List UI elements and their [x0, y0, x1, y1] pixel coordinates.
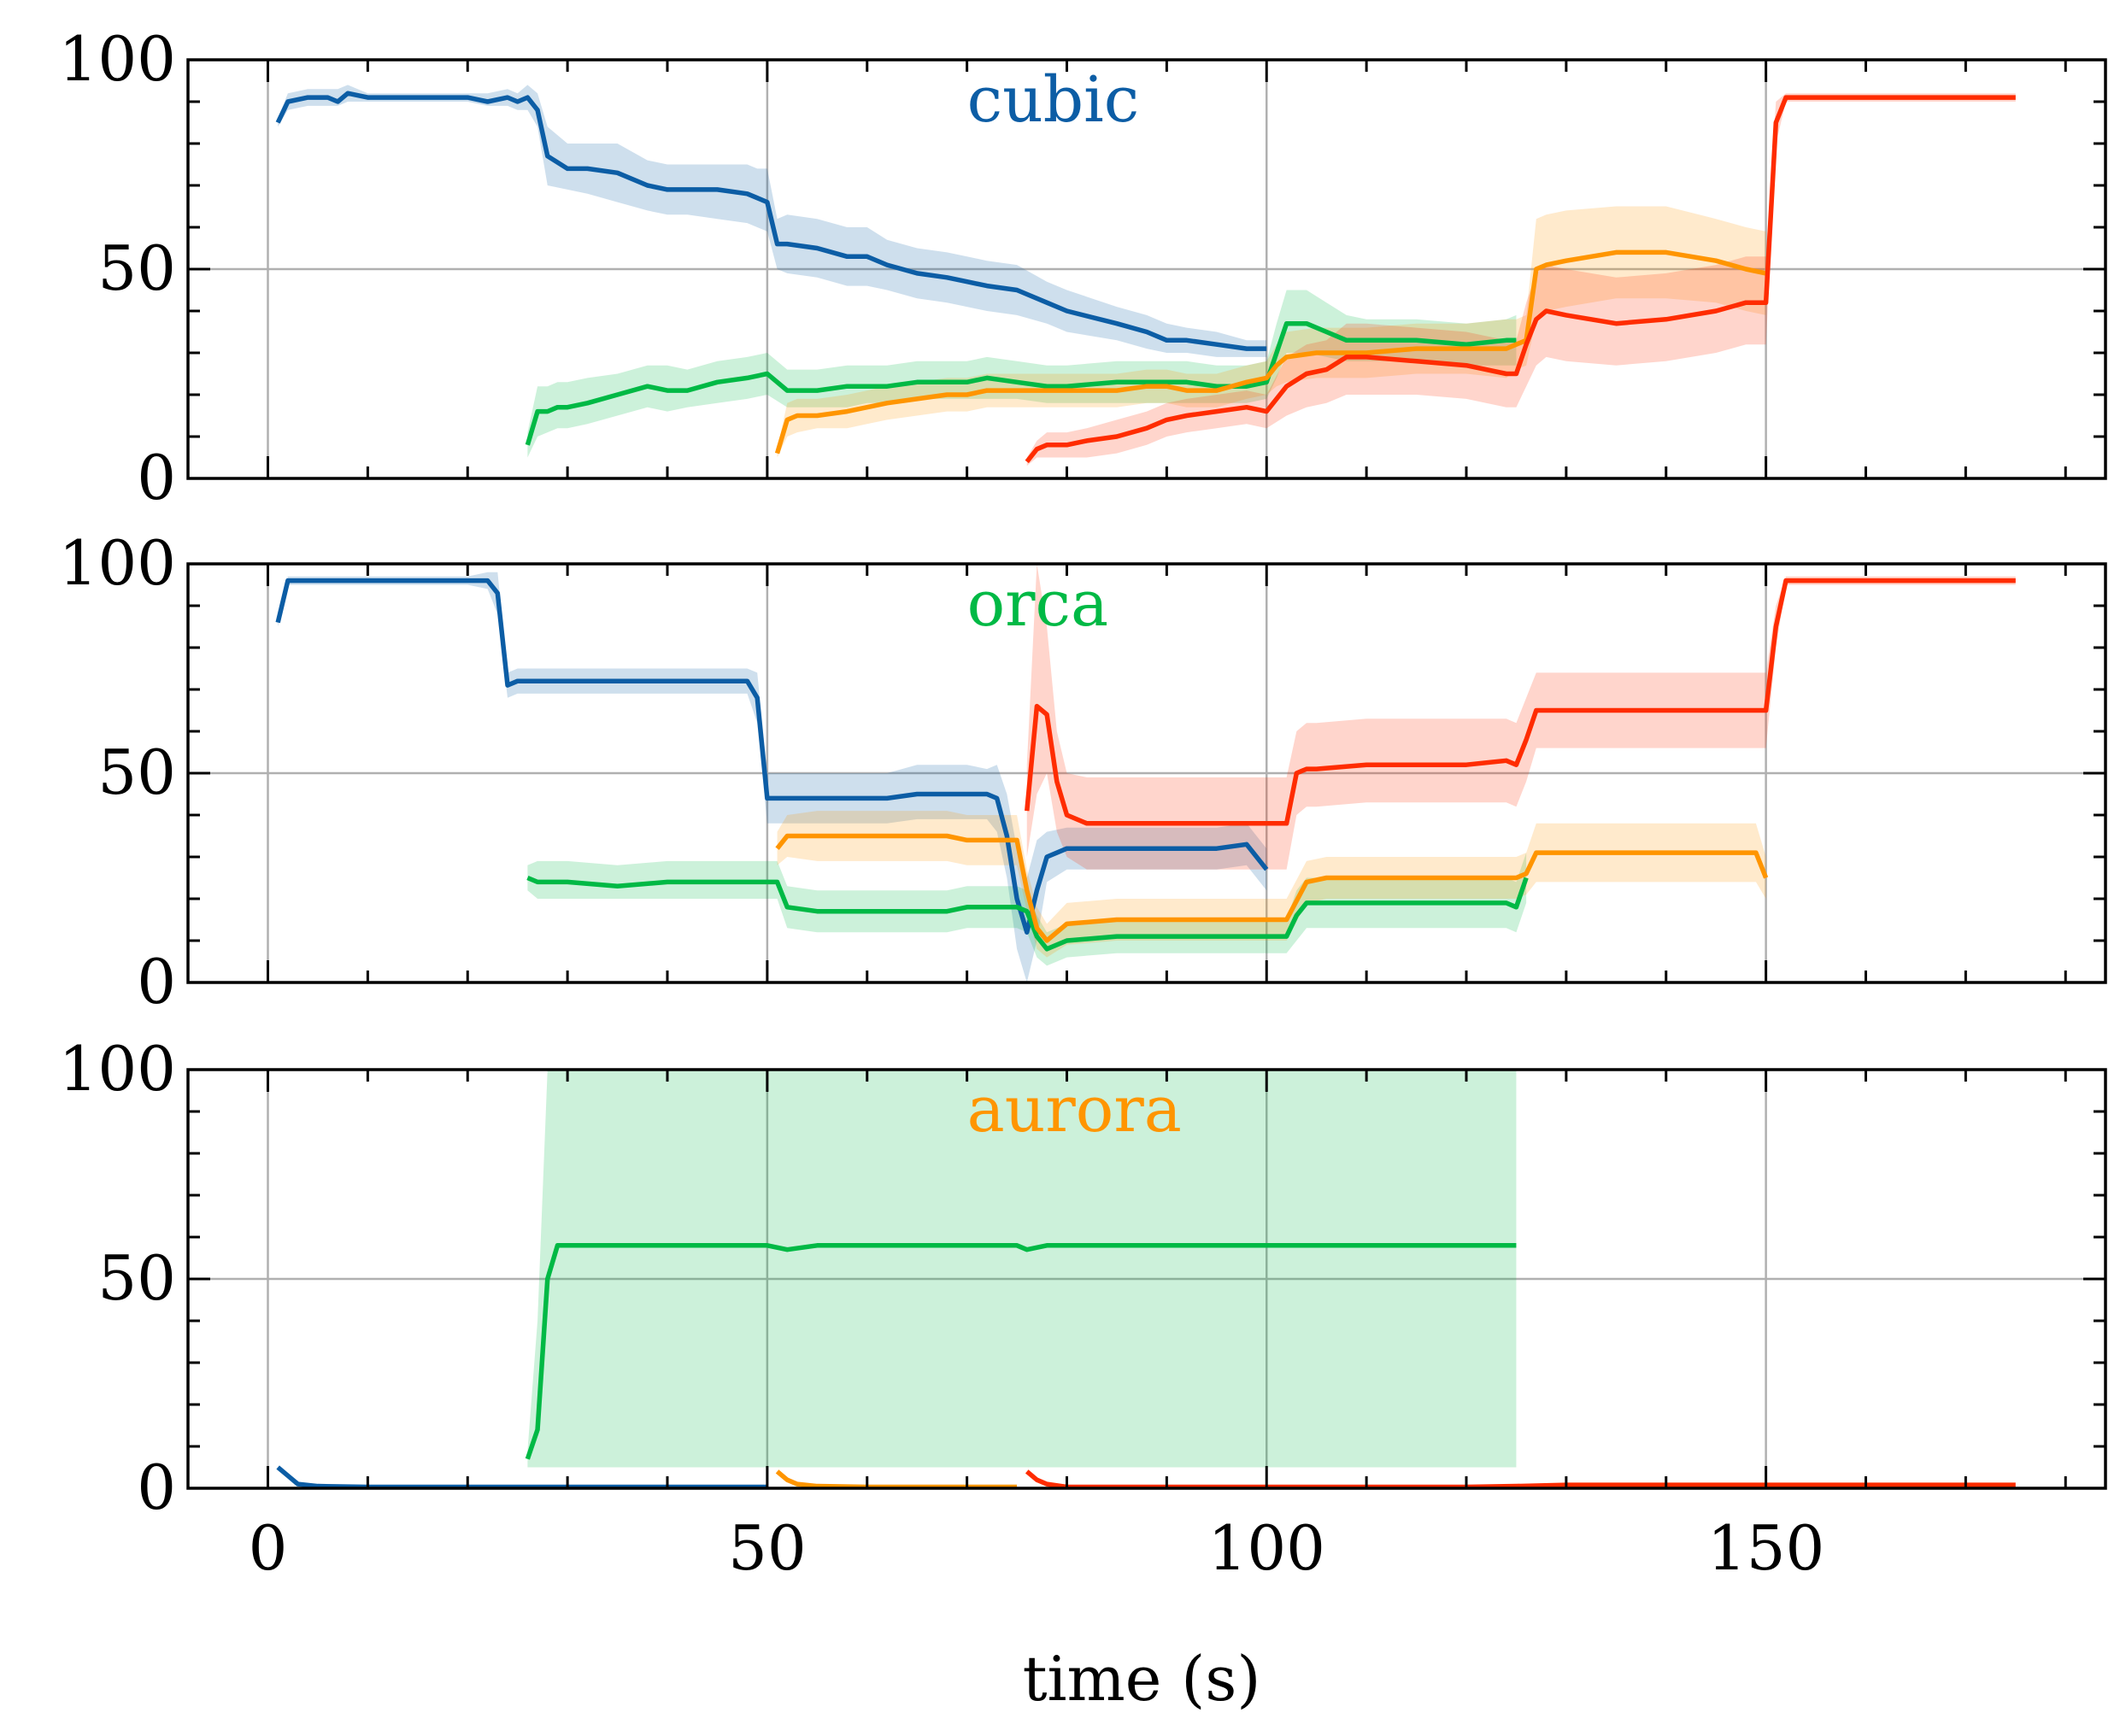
- series-band: [777, 811, 1766, 958]
- x-tick-label: 50: [728, 1512, 807, 1584]
- x-axis-title: time (s): [1023, 1643, 1261, 1715]
- series-line: [276, 1465, 767, 1488]
- panel-orca: 0 50 100 orca: [59, 527, 2107, 1018]
- y-tick-label: 50: [97, 232, 176, 304]
- panel-title: cubic: [967, 63, 1140, 137]
- panel-title: orca: [967, 567, 1109, 641]
- series-band: [777, 206, 1766, 458]
- y-tick-label: 0: [137, 1452, 176, 1523]
- series-line: [1025, 1469, 2016, 1488]
- y-tick-label: 50: [97, 1242, 176, 1314]
- series-line: [275, 91, 1267, 351]
- x-tick-label: 150: [1707, 1512, 1824, 1584]
- y-tick-label: 100: [59, 527, 176, 599]
- series-group: [275, 85, 2016, 466]
- series-line: [775, 1469, 1018, 1488]
- series-group: [276, 1070, 2016, 1488]
- series-band: [527, 290, 1517, 458]
- y-tick-label: 100: [59, 1033, 176, 1105]
- panel-cubic: 0 50 100 cubic: [59, 23, 2107, 513]
- series-line: [774, 249, 1767, 455]
- x-tick-label: 0: [249, 1512, 288, 1584]
- panel-title: aurora: [967, 1073, 1182, 1147]
- series-line: [775, 833, 1769, 943]
- series-band: [278, 572, 1267, 982]
- series-line: [525, 1243, 1517, 1460]
- y-tick-label: 0: [137, 442, 176, 513]
- x-tick-label: 100: [1208, 1512, 1325, 1584]
- series-line: [526, 875, 1529, 952]
- y-tick-label: 100: [59, 23, 176, 95]
- series-band: [278, 1467, 767, 1487]
- series-line: [1025, 578, 2016, 826]
- series-line: [275, 578, 1269, 935]
- series-band: [527, 1070, 1517, 1468]
- series-line: [1025, 95, 2016, 464]
- series-group: [275, 564, 2016, 982]
- y-tick-label: 50: [97, 736, 176, 808]
- series-band: [1026, 564, 2016, 870]
- series-line: [525, 320, 1517, 446]
- series-band: [1026, 93, 2016, 466]
- y-tick-label: 0: [137, 946, 176, 1018]
- panel-aurora: 0 50 100 0 50 100 150 aurora: [59, 1033, 2107, 1584]
